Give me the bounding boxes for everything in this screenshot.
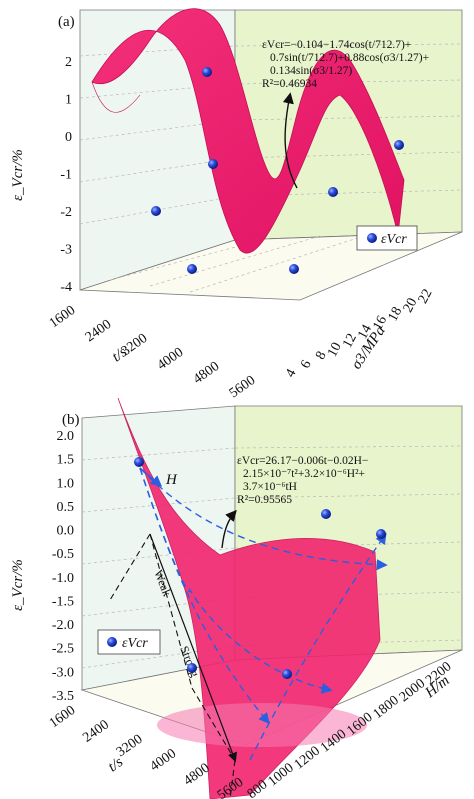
tick-label: 4000: [148, 746, 180, 774]
data-point: [394, 140, 404, 150]
y-axis-label-a: ε_Vcr/%: [10, 149, 26, 201]
tick-label: 12: [340, 331, 360, 350]
tick-label: 5600: [227, 373, 259, 401]
tick-label: -3.5: [52, 689, 74, 704]
data-point: [282, 669, 292, 679]
tick-label: 22: [416, 287, 436, 306]
weak-strong-arrow: [149, 533, 237, 763]
panel-b: H Weak Strong εVcr=26.17−0.006t−0.02H− 2…: [10, 397, 463, 799]
tick-label: 1.0: [57, 476, 75, 491]
equation-line: 0.134sin(σ3/1.27): [270, 65, 352, 77]
tick-label: -2.0: [52, 618, 74, 633]
legend-marker: [367, 233, 377, 243]
panel-label-b: (b): [62, 412, 80, 428]
tick-label: -3.0: [52, 665, 74, 680]
tick-label: 1800: [371, 693, 402, 722]
data-point: [151, 206, 161, 216]
legend-box: [97, 629, 161, 655]
data-point: [202, 67, 212, 77]
legend-a: εVcr: [356, 225, 418, 251]
tick-label: -0.5: [52, 547, 74, 562]
tick-label: 2: [65, 55, 72, 70]
weak-strong-guide: [109, 533, 236, 799]
tick-label: 16: [370, 314, 390, 333]
tick-label: -2.5: [52, 642, 74, 657]
tick-label: 1600: [47, 703, 79, 731]
tick-label: 1200: [292, 744, 323, 773]
data-point: [289, 264, 299, 274]
tick-label: 3200: [114, 732, 146, 760]
x-ticks-a: 1600 2400 3200 4000 4800 5600: [47, 303, 259, 401]
data-point: [376, 529, 386, 539]
equation-line: 0.7sin(t/712.7)+0.88cos(σ3/1.27)+: [270, 52, 429, 64]
trend-arrows-b: [139, 467, 388, 761]
fitted-surface-a: [91, 8, 405, 254]
tick-label: 0.5: [57, 500, 75, 515]
annotation-arrow-b: [221, 509, 237, 549]
annotation-arrow-a: [282, 92, 298, 189]
data-point: [321, 509, 331, 519]
tick-label: -1.5: [52, 594, 74, 609]
equation-line: 3.7×10⁻⁶tH: [243, 481, 297, 493]
panel-a: εVcr=−0.104−1.74cos(t/712.7)+ 0.7sin(t/7…: [10, 8, 463, 401]
equation-line: R²=0.46934: [262, 78, 317, 90]
tick-label: 2400: [80, 717, 112, 745]
tick-label: 1600: [47, 303, 79, 331]
equation-a: εVcr=−0.104−1.74cos(t/712.7)+ 0.7sin(t/7…: [262, 39, 429, 90]
panel-label-a: (a): [58, 14, 75, 30]
tick-label: -3: [60, 243, 72, 258]
tick-label: 0: [65, 130, 72, 145]
tick-label: 4000: [155, 345, 187, 373]
equation-line: R²=0.95565: [237, 494, 292, 506]
tick-label: 6: [298, 358, 315, 371]
tick-label: 2400: [83, 317, 115, 345]
tick-label: 1: [65, 93, 72, 108]
tick-label: -2: [60, 205, 72, 220]
data-point: [187, 264, 197, 274]
tick-label: -4: [60, 280, 72, 295]
tick-label: 0.0: [57, 524, 75, 539]
tick-label: -1: [60, 168, 72, 183]
h-arrow: [139, 467, 163, 487]
legend-label: εVcr: [122, 636, 148, 651]
tick-label: 4800: [191, 359, 223, 387]
equation-line: εVcr=−0.104−1.74cos(t/712.7)+: [262, 39, 411, 51]
tick-label: 20: [401, 296, 421, 315]
data-point: [187, 663, 197, 673]
tick-label: 18: [385, 305, 405, 324]
legend-label: εVcr: [381, 232, 407, 247]
y-ticks-a: 2 1 0 -1 -2 -3 -4: [60, 55, 72, 295]
data-point: [208, 159, 218, 169]
tick-label: 1.5: [57, 453, 75, 468]
data-point: [328, 187, 338, 197]
legend-marker: [107, 637, 117, 647]
legend-b: εVcr: [97, 629, 161, 655]
equation-b: εVcr=26.17−0.006t−0.02H− 2.15×10⁻⁷t²+3.2…: [237, 455, 368, 506]
tick-label: -1.0: [52, 571, 74, 586]
equation-line: εVcr=26.17−0.006t−0.02H−: [237, 455, 368, 467]
tick-label: 2.0: [57, 429, 75, 444]
tick-label: 4: [283, 367, 300, 380]
tick-label: 10: [325, 340, 345, 359]
tick-label: 14: [355, 322, 375, 341]
surface-highlight: [157, 703, 367, 747]
data-point: [134, 457, 144, 467]
y-axis-label-b: ε_Vcr/%: [10, 559, 26, 611]
h-arrow-label: H: [165, 472, 178, 488]
data-points-a: [151, 67, 404, 274]
y-ticks-b: 2.0 1.5 1.0 0.5 0.0 -0.5 -1.0 -1.5 -2.0 -2.5 -3.0 -…: [52, 429, 74, 704]
equation-line: 2.15×10⁻⁷t²+3.2×10⁻⁶H²+: [243, 468, 365, 480]
data-points-b: [134, 457, 386, 679]
